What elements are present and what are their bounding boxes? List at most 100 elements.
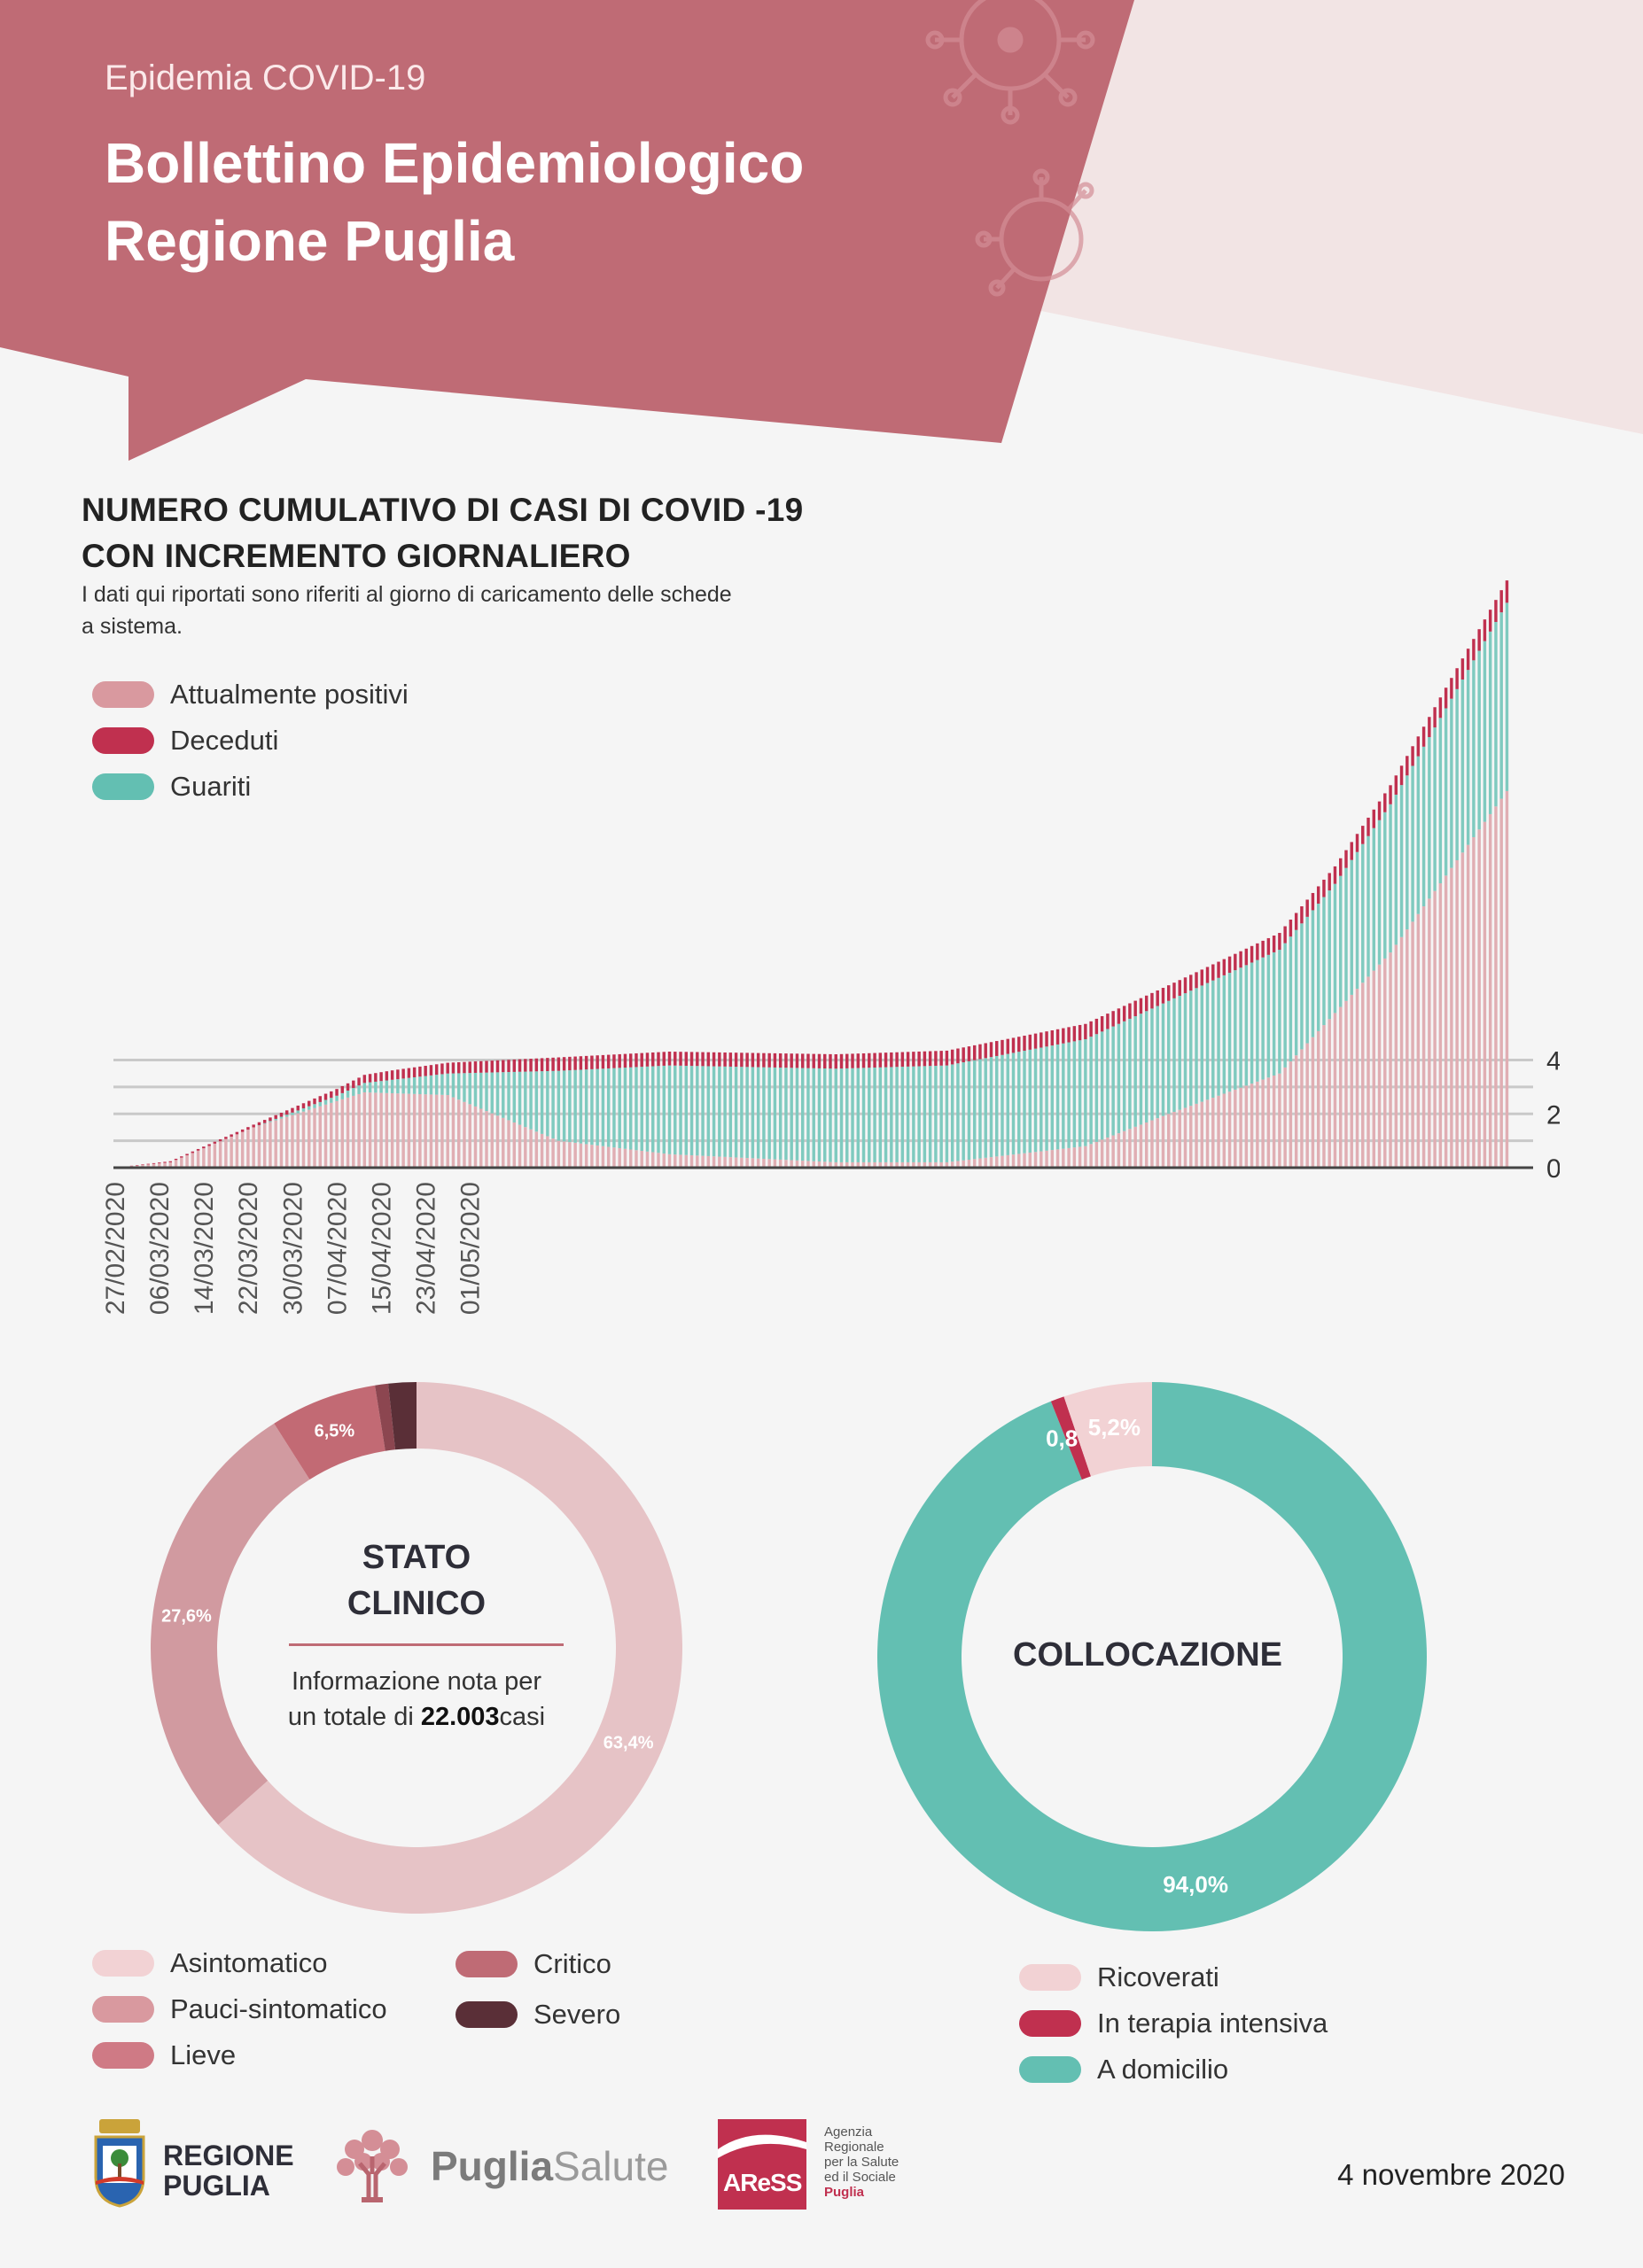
y-tick-label: 2.000 (1546, 1100, 1560, 1130)
bar-deceduti (1266, 937, 1271, 955)
legend-label: Severo (533, 1999, 621, 2030)
bar-guariti (868, 1068, 871, 1162)
bar-attualmente-positivi (689, 1155, 694, 1168)
bar-attualmente-positivi (1416, 913, 1421, 1168)
bar-guariti (318, 1101, 322, 1107)
bar-guariti (1055, 1044, 1060, 1150)
bar-deceduti (1294, 913, 1298, 930)
bar-deceduti (1023, 1036, 1026, 1052)
clinical-status-donut: 63,4% 27,6% 6,5% (150, 1382, 682, 1914)
bar-attualmente-positivi (1483, 821, 1487, 1168)
bar-deceduti (507, 1060, 510, 1073)
bar-guariti (718, 1066, 721, 1157)
bar-deceduti (923, 1051, 927, 1067)
bar-deceduti (1394, 775, 1398, 795)
bar-guariti (1144, 1011, 1149, 1122)
bar-attualmente-positivi (152, 1163, 156, 1168)
bar-guariti (1100, 1031, 1104, 1140)
bar-attualmente-positivi (1023, 1153, 1026, 1168)
bar-guariti (1139, 1014, 1143, 1125)
bar-attualmente-positivi (1017, 1153, 1021, 1168)
bar-attualmente-positivi (845, 1161, 849, 1168)
bar-deceduti (1117, 1008, 1121, 1024)
bar-deceduti (1361, 826, 1365, 844)
bar-deceduti (972, 1045, 977, 1060)
bar-guariti (701, 1066, 705, 1156)
bar-deceduti (596, 1055, 599, 1069)
bar-deceduti (401, 1068, 405, 1079)
bar-guariti (1195, 988, 1198, 1104)
bar-guariti (301, 1108, 306, 1112)
bar-attualmente-positivi (1428, 898, 1431, 1168)
bar-deceduti (1406, 756, 1409, 776)
bar-attualmente-positivi (978, 1158, 982, 1168)
bar-deceduti (1239, 951, 1242, 968)
clinical-title-line2: CLINICO (347, 1585, 487, 1622)
bar-deceduti (612, 1054, 616, 1068)
bar-deceduti (823, 1053, 827, 1069)
x-tick-label: 30/03/2020 (278, 1182, 308, 1315)
x-tick-label: 01/05/2020 (456, 1182, 486, 1315)
bar-guariti (1389, 804, 1392, 953)
bar-deceduti (1062, 1028, 1065, 1044)
bar-deceduti (1189, 975, 1193, 991)
bar-deceduti (158, 1162, 161, 1164)
bar-attualmente-positivi (1344, 1000, 1348, 1168)
bar-deceduti (163, 1161, 167, 1163)
bar-deceduti (856, 1053, 860, 1068)
bar-attualmente-positivi (806, 1161, 810, 1168)
bar-guariti (745, 1067, 749, 1159)
bar-guariti (762, 1067, 766, 1159)
bar-deceduti (623, 1053, 627, 1068)
bar-guariti (1438, 718, 1443, 884)
report-date: 4 novembre 2020 (1337, 2158, 1565, 2191)
bar-attualmente-positivi (202, 1148, 206, 1168)
bar-attualmente-positivi (751, 1158, 755, 1168)
bar-attualmente-positivi (884, 1161, 888, 1168)
legend-item-pauci-sintomatico: Pauci-sintomatico (92, 1986, 387, 2032)
bar-attualmente-positivi (1183, 1107, 1187, 1168)
bar-attualmente-positivi (1200, 1101, 1203, 1168)
bar-attualmente-positivi (1272, 1076, 1276, 1168)
legend-swatch (92, 1950, 154, 1977)
bar-attualmente-positivi (851, 1161, 854, 1168)
bar-deceduti (628, 1053, 633, 1068)
bar-attualmente-positivi (507, 1120, 510, 1168)
bar-deceduti (839, 1053, 844, 1069)
bar-attualmente-positivi (718, 1156, 721, 1168)
bar-attualmente-positivi (335, 1100, 339, 1168)
bar-guariti (1078, 1040, 1082, 1147)
bar-attualmente-positivi (1444, 875, 1448, 1168)
bar-guariti (524, 1071, 527, 1128)
bar-deceduti (301, 1103, 306, 1109)
bar-deceduti (1499, 590, 1503, 613)
bar-deceduti (1438, 697, 1443, 718)
bar-deceduti (618, 1053, 621, 1068)
legend-item-severo: Severo (456, 1992, 620, 2038)
bar-attualmente-positivi (313, 1107, 316, 1168)
bar-guariti (1189, 990, 1193, 1107)
bar-guariti (790, 1068, 793, 1161)
bar-guariti (740, 1067, 744, 1158)
bar-deceduti (1483, 619, 1487, 641)
bar-deceduti (895, 1052, 899, 1068)
bar-guariti (546, 1070, 549, 1137)
bar-deceduti (141, 1164, 144, 1165)
aress-desc-line4: ed il Sociale (824, 2170, 896, 2185)
aress-wave-icon (718, 2134, 806, 2158)
bar-deceduti (235, 1131, 239, 1135)
bar-guariti (479, 1072, 483, 1109)
bar-guariti (956, 1063, 960, 1161)
bar-attualmente-positivi (1283, 1067, 1287, 1168)
bar-attualmente-positivi (207, 1146, 211, 1168)
bar-attualmente-positivi (606, 1146, 611, 1168)
bar-attualmente-positivi (1011, 1154, 1016, 1168)
bar-attualmente-positivi (473, 1106, 478, 1168)
bar-attualmente-positivi (573, 1142, 577, 1168)
aress-logo-mark: AReSS (718, 2119, 806, 2210)
bar-guariti (1089, 1037, 1093, 1145)
bar-guariti (1350, 859, 1353, 995)
bar-attualmente-positivi (308, 1109, 311, 1168)
bar-attualmente-positivi (158, 1163, 161, 1168)
bar-attualmente-positivi (861, 1161, 866, 1168)
